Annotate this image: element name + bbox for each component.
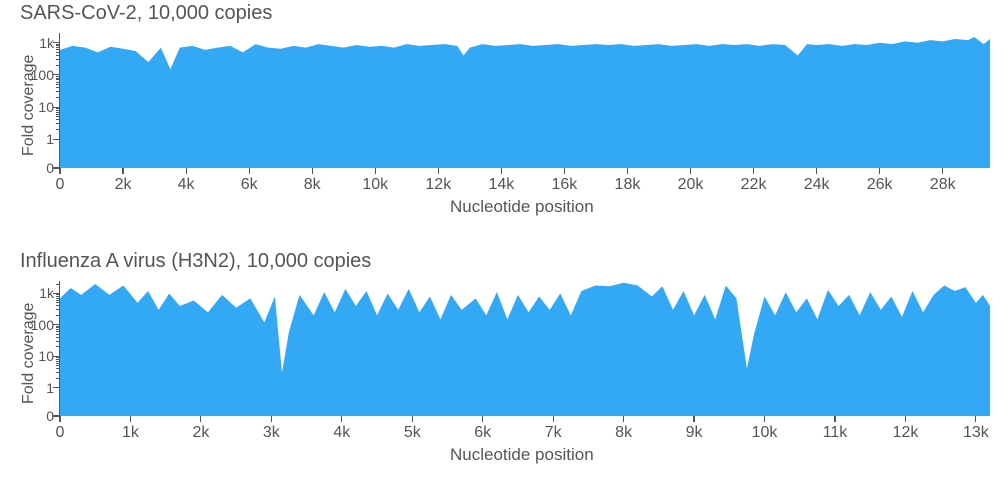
y-axis-spine	[59, 33, 60, 168]
x-tick-mark	[816, 168, 817, 174]
x-tick-label: 7k	[545, 424, 562, 442]
x-tick-label: 22k	[741, 176, 767, 194]
y-axis-label: Fold coverage	[20, 54, 38, 155]
x-tick-label: 0	[56, 176, 65, 194]
x-axis-label: Nucleotide position	[450, 445, 594, 465]
coverage-area	[60, 281, 990, 416]
panel-sarscov2: SARS-CoV-2, 10,000 copies 01101001k02k4k6…	[0, 2, 1007, 242]
x-tick-label: 9k	[686, 424, 703, 442]
x-tick-mark	[564, 168, 565, 174]
x-tick-mark	[312, 168, 313, 174]
x-tick-mark	[271, 416, 272, 422]
x-tick-label: 12k	[893, 424, 919, 442]
x-tick-label: 13k	[963, 424, 989, 442]
x-tick-mark	[438, 168, 439, 174]
y-axis-label: Fold coverage	[20, 302, 38, 403]
x-tick-label: 2k	[115, 176, 132, 194]
x-tick-label: 3k	[263, 424, 280, 442]
plot-area: 01101001k02k4k6k8k10k12k14k16k18k20k22k2…	[60, 33, 990, 168]
coverage-figure: SARS-CoV-2, 10,000 copies 01101001k02k4k6…	[0, 0, 1007, 500]
x-tick-mark	[690, 168, 691, 174]
x-tick-label: 4k	[333, 424, 350, 442]
x-tick-label: 5k	[404, 424, 421, 442]
x-tick-mark	[753, 168, 754, 174]
x-tick-mark	[249, 168, 250, 174]
x-tick-mark	[482, 416, 483, 422]
panel-influenza: Influenza A virus (H3N2), 10,000 copies 0…	[0, 250, 1007, 500]
x-tick-mark	[553, 416, 554, 422]
x-axis-label: Nucleotide position	[450, 197, 594, 217]
x-tick-mark	[186, 168, 187, 174]
x-tick-label: 0	[56, 424, 65, 442]
x-tick-mark	[59, 168, 60, 174]
x-tick-mark	[627, 168, 628, 174]
x-tick-mark	[942, 168, 943, 174]
x-tick-label: 14k	[488, 176, 514, 194]
x-tick-mark	[623, 416, 624, 422]
y-axis-spine	[59, 281, 60, 416]
x-tick-mark	[501, 168, 502, 174]
x-tick-label: 12k	[425, 176, 451, 194]
x-tick-mark	[412, 416, 413, 422]
x-tick-label: 8k	[615, 424, 632, 442]
x-tick-label: 10k	[752, 424, 778, 442]
x-tick-label: 26k	[867, 176, 893, 194]
x-tick-mark	[200, 416, 201, 422]
x-tick-mark	[341, 416, 342, 422]
x-tick-label: 28k	[930, 176, 956, 194]
x-tick-mark	[59, 416, 60, 422]
coverage-area	[60, 33, 990, 168]
x-tick-label: 20k	[678, 176, 704, 194]
x-tick-mark	[764, 416, 765, 422]
x-tick-mark	[975, 416, 976, 422]
panel-title: Influenza A virus (H3N2), 10,000 copies	[20, 250, 371, 273]
x-tick-label: 11k	[823, 424, 848, 442]
x-tick-mark	[375, 168, 376, 174]
x-tick-label: 4k	[178, 176, 195, 194]
plot-area: 01101001k01k2k3k4k5k6k7k8k9k10k11k12k13k	[60, 281, 990, 416]
x-tick-mark	[130, 416, 131, 422]
panel-title: SARS-CoV-2, 10,000 copies	[20, 2, 272, 25]
x-tick-mark	[879, 168, 880, 174]
x-tick-mark	[905, 416, 906, 422]
x-tick-label: 1k	[122, 424, 139, 442]
x-tick-mark	[834, 416, 835, 422]
x-tick-mark	[122, 168, 123, 174]
x-tick-mark	[693, 416, 694, 422]
x-tick-label: 2k	[192, 424, 209, 442]
x-tick-label: 24k	[804, 176, 830, 194]
x-tick-label: 6k	[474, 424, 491, 442]
x-tick-label: 16k	[552, 176, 578, 194]
x-tick-label: 18k	[615, 176, 641, 194]
x-tick-label: 8k	[304, 176, 321, 194]
x-tick-label: 10k	[362, 176, 388, 194]
x-tick-label: 6k	[241, 176, 258, 194]
